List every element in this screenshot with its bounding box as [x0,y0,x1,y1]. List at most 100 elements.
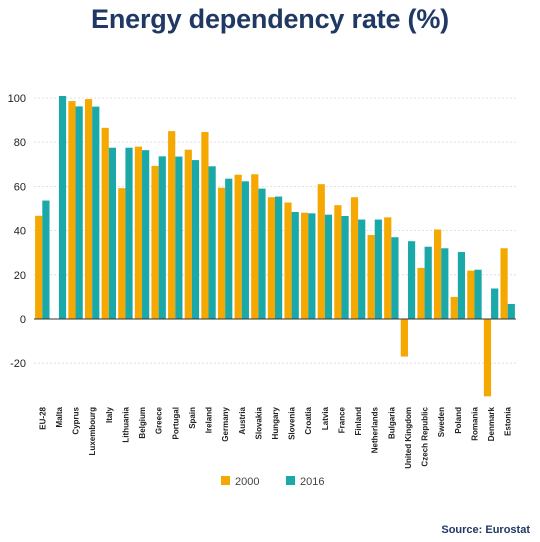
bar-2016-luxembourg [92,106,100,319]
x-label-slovenia: Slovenia [288,406,297,439]
bar-2000-croatia [301,212,309,319]
x-axis-category-labels: EU-28 Malta Cyprus Luxembourg Italy Lithuania… [38,406,512,468]
bar-2000-hungary [267,197,275,319]
bar-2016-belgium [142,150,150,319]
bar-2016-cyprus [75,106,83,319]
bar-2000-greece [151,165,159,319]
x-label-lithuania: Lithuania [121,406,130,442]
bar-2016-estonia [507,303,515,319]
y-tick-label-20: 20 [14,270,26,282]
x-label-greece: Greece [155,406,164,434]
x-label-austria: Austria [238,406,247,434]
bar-2000-finland [350,197,359,319]
bar-2000-bulgaria [384,217,392,319]
bar-2016-portugal [175,156,183,319]
x-label-slovakia: Slovakia [254,406,263,439]
bar-2000-ireland [201,132,209,319]
bar-2016-slovakia [258,188,266,319]
bar-2016-romania [474,269,482,319]
bar-2000-united-kingdom [400,319,408,357]
x-label-germany: Germany [221,406,230,441]
bar-2016-sweden [441,248,449,319]
x-label-finland: Finland [354,407,363,436]
bar-2000-sweden [434,229,442,319]
legend-swatch-2016 [286,476,295,485]
y-tick-label-60: 60 [14,181,26,193]
x-label-czech-republic: Czech Republic [421,406,430,466]
y-axis-ticks: -20 0 20 40 60 80 100 [8,93,26,370]
bar-2016-slovenia [291,212,299,319]
x-label-sweden: Sweden [437,407,446,437]
x-label-estonia: Estonia [504,406,513,435]
x-label-portugal: Portugal [171,407,180,439]
y-tick-label-80: 80 [14,137,26,149]
bar-2000-czech-republic [417,267,425,319]
x-label-italy: Italy [105,406,114,423]
y-tick-label--20: -20 [10,358,26,370]
legend: 2000 2016 [221,476,324,488]
x-label-latvia: Latvia [321,406,330,430]
bar-2016-germany [225,178,233,319]
bar-2000-germany [217,187,226,319]
bar-2016-finland [358,219,366,319]
x-label-spain: Spain [188,407,197,429]
x-label-poland: Poland [454,407,463,434]
bar-2016-france [341,216,349,319]
bar-2000-belgium [134,146,143,319]
bar-2000-slovakia [251,174,259,319]
bar-2016-united-kingdom [407,241,416,319]
bar-2000-poland [450,296,458,319]
bar-2016-italy [108,147,116,319]
bar-2016-greece [158,156,166,319]
legend-label-2016: 2016 [300,476,324,488]
bar-2016-hungary [275,196,283,319]
x-label-bulgaria: Bulgaria [387,406,396,439]
bar-2016-croatia [308,213,316,319]
bar-2016-austria [241,181,249,319]
bar-2000-eu-28 [35,215,43,319]
x-label-denmark: Denmark [487,406,496,441]
x-label-romania: Romania [470,406,479,440]
x-label-luxembourg: Luxembourg [88,407,97,456]
x-label-cyprus: Cyprus [72,406,81,434]
x-label-hungary: Hungary [271,406,280,439]
bar-2000-italy [101,127,109,320]
bar-2016-poland [457,252,466,319]
source-note: Source: Eurostat [441,524,530,536]
x-label-united-kingdom: United Kingdom [404,407,413,469]
bar-2016-czech-republic [424,246,432,319]
bar-2000-lithuania [118,188,126,319]
bar-2000-denmark [483,319,492,397]
bar-2000-luxembourg [84,99,93,319]
bar-2016-bulgaria [391,237,399,319]
bar-2000-netherlands [367,235,375,319]
x-label-ireland: Ireland [205,407,214,433]
y-tick-label-0: 0 [20,314,26,326]
y-tick-label-40: 40 [14,226,26,238]
x-label-malta: Malta [55,406,64,427]
chart-title: Energy dependency rate (%) [91,4,449,34]
y-tick-label-100: 100 [8,93,26,105]
bar-2016-malta [58,96,67,319]
bar-2016-ireland [208,166,216,319]
legend-swatch-2000 [221,476,230,485]
bar-2000-cyprus [68,101,76,320]
x-label-netherlands: Netherlands [371,406,380,453]
x-label-france: France [337,406,346,433]
x-label-belgium: Belgium [138,407,147,439]
bar-2016-latvia [324,214,333,319]
bar-2000-latvia [317,184,325,319]
bar-2016-denmark [491,288,499,319]
bar-2000-austria [234,174,242,319]
bar-2016-lithuania [125,147,133,319]
bars [35,96,515,397]
bar-2000-portugal [168,131,176,319]
bar-2000-romania [467,270,475,319]
bar-2000-spain [184,149,192,319]
bar-2000-slovenia [284,202,292,319]
x-label-croatia: Croatia [304,406,313,434]
bar-2000-estonia [500,248,508,319]
bar-2016-eu-28 [42,200,50,319]
bar-2000-france [334,205,342,319]
